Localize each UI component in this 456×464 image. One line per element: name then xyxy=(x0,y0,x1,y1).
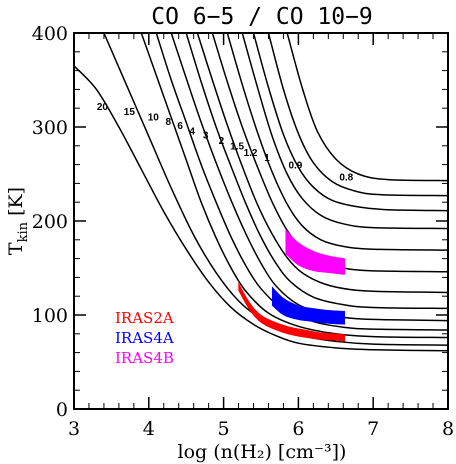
y-axis-label-main: T xyxy=(5,242,27,255)
axis-ticks xyxy=(73,32,449,410)
chart-title: CO 6−5 / CO 10−9 xyxy=(151,4,373,30)
contour-line-4 xyxy=(185,33,448,310)
legend: IRAS2A IRAS4A IRAS4B xyxy=(115,309,174,367)
x-tick-label: 7 xyxy=(367,418,379,440)
contour-label: 0.9 xyxy=(288,160,302,171)
y-axis-label: Tkin [K] xyxy=(5,187,31,255)
contour-line-15 xyxy=(103,33,448,346)
contour-label: 8 xyxy=(165,117,171,128)
y-tick-label: 200 xyxy=(32,211,68,233)
y-tick-label: 300 xyxy=(32,117,68,139)
contour-line-1-2 xyxy=(241,33,448,230)
region-iras4b xyxy=(285,228,346,275)
contour-line-6 xyxy=(170,33,448,322)
contour-label: 3 xyxy=(203,130,209,141)
y-axis-label-unit: [K] xyxy=(5,187,27,222)
y-axis-label-subscript: kin xyxy=(16,221,31,242)
contour-line-2 xyxy=(211,33,448,273)
contour-curves xyxy=(74,33,448,352)
contour-label: 1.5 xyxy=(230,142,244,153)
legend-entry-iras4b: IRAS4B xyxy=(115,349,174,367)
contour-label: 1 xyxy=(264,153,270,164)
legend-entry-iras2a: IRAS2A xyxy=(115,309,174,327)
y-tick-label: 0 xyxy=(56,399,68,421)
x-tick-label: 6 xyxy=(292,418,304,440)
x-tick-label: 5 xyxy=(218,418,230,440)
source-regions xyxy=(238,228,346,342)
contour-label: 1.2 xyxy=(244,148,258,159)
contour-labels: 20 15 10 8 64 32 1.51.2 1 0.9 0.8 xyxy=(97,102,354,184)
region-iras4a xyxy=(271,286,346,325)
contour-label: 0.8 xyxy=(339,173,353,184)
contour-label: 20 xyxy=(97,102,109,113)
contour-label: 2 xyxy=(219,136,225,147)
contour-line-0-8 xyxy=(286,33,448,182)
contour-label: 15 xyxy=(124,107,136,118)
x-tick-label: 8 xyxy=(442,418,454,440)
region-iras2a xyxy=(238,282,346,342)
contour-line-1 xyxy=(252,33,448,212)
contour-line-3 xyxy=(196,33,448,294)
contour-line-20 xyxy=(74,65,448,352)
y-tick-label: 400 xyxy=(32,23,68,45)
x-axis-label: log (n(H₂) [cm⁻³]) xyxy=(178,441,347,463)
contour-label: 10 xyxy=(148,112,160,123)
contour-label: 6 xyxy=(177,121,183,132)
x-tick-label: 4 xyxy=(143,418,155,440)
contour-line-0-9 xyxy=(267,33,448,197)
contour-line-8 xyxy=(155,33,448,331)
y-tick-label: 100 xyxy=(32,305,68,327)
x-tick-label: 3 xyxy=(68,418,80,440)
contour-label: 4 xyxy=(189,127,195,138)
contour-line-1-5 xyxy=(226,33,448,251)
legend-entry-iras4a: IRAS4A xyxy=(115,329,174,347)
